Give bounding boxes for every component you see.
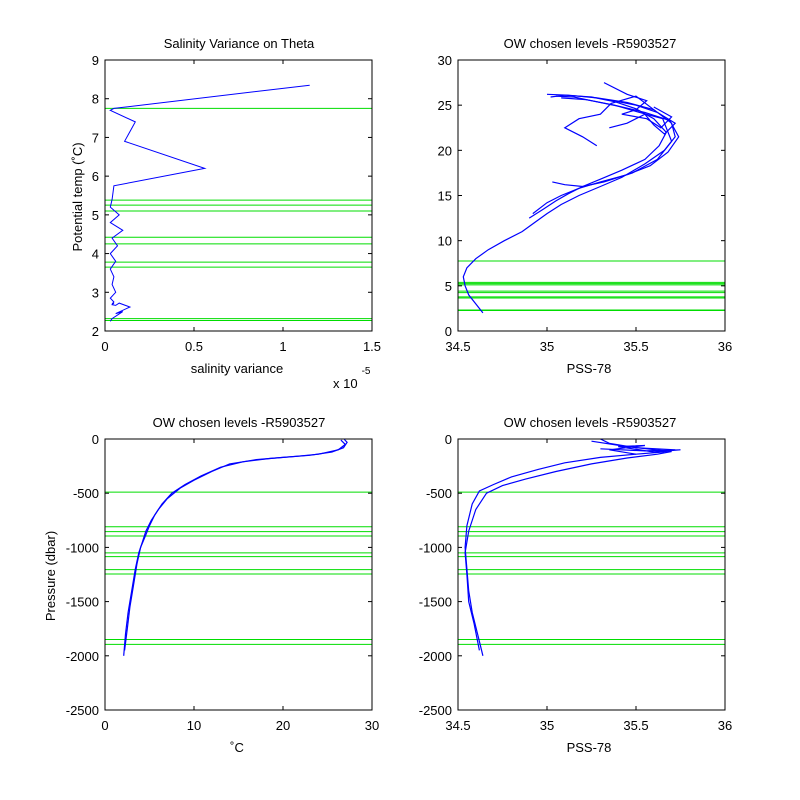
panel-title: OW chosen levels -R5903527 xyxy=(153,415,326,430)
panel-salinity-variance: Salinity Variance on Theta 0 0.5 1 1.5 2 3 4 5 6… xyxy=(70,36,381,391)
profile-series-line xyxy=(563,95,655,147)
x-tick-label: 1 xyxy=(279,339,286,354)
y-tick-label: 2 xyxy=(92,324,99,339)
x-tick-label: 35.5 xyxy=(623,718,648,733)
x-multiplier-exponent: -5 xyxy=(362,366,371,377)
y-tick-label: 20 xyxy=(438,143,452,158)
axes-box xyxy=(104,59,373,332)
y-tick-label: 15 xyxy=(438,189,452,204)
y-tick-label: 3 xyxy=(92,285,99,300)
plot-area: 0 10 20 30 -2500 -2000 -1500 -1000 -500 0 xyxy=(66,432,379,733)
y-tick-label: -2500 xyxy=(419,703,452,718)
x-tick-label: 0.5 xyxy=(185,339,203,354)
x-axis-label: ˚C xyxy=(230,740,244,755)
x-tick-label: 34.5 xyxy=(445,718,470,733)
y-tick-label: -500 xyxy=(73,486,99,501)
y-tick-label: 5 xyxy=(445,279,452,294)
y-tick-label: -1500 xyxy=(66,595,99,610)
profile-series-line xyxy=(603,82,673,129)
panel-pressure-salinity: OW chosen levels -R5903527 34.5 35 35.5 36 -… xyxy=(419,415,732,755)
x-tick-label: 1.5 xyxy=(363,339,381,354)
x-tick-label: 20 xyxy=(276,718,290,733)
x-tick-label: 36 xyxy=(718,718,732,733)
x-tick-label: 36 xyxy=(718,339,732,354)
x-tick-label: 35.5 xyxy=(623,339,648,354)
panel-title: OW chosen levels -R5903527 xyxy=(504,415,677,430)
y-axis-label: Potential temp (˚C) xyxy=(70,142,85,251)
y-tick-label: -1500 xyxy=(419,595,452,610)
x-axis-label: salinity variance xyxy=(191,361,284,376)
profile-series-line xyxy=(600,444,681,455)
y-tick-label: 4 xyxy=(92,247,99,262)
panel-title: Salinity Variance on Theta xyxy=(164,36,315,51)
y-tick-label: 6 xyxy=(92,169,99,184)
x-tick-label: 10 xyxy=(187,718,201,733)
y-tick-label: 9 xyxy=(92,53,99,68)
profile-series-line xyxy=(609,101,677,135)
x-tick-label: 0 xyxy=(101,718,108,733)
x-tick-label: 34.5 xyxy=(445,339,470,354)
y-tick-label: 8 xyxy=(92,92,99,107)
y-axis-label: Pressure (dbar) xyxy=(43,531,58,621)
panel-title: OW chosen levels -R5903527 xyxy=(504,36,677,51)
x-tick-label: 35 xyxy=(540,718,554,733)
x-axis-label: PSS-78 xyxy=(567,740,612,755)
y-tick-label: 30 xyxy=(438,53,452,68)
panel-pressure-temperature: OW chosen levels -R5903527 0 10 20 30 -2500 -… xyxy=(43,415,379,755)
axes-box xyxy=(457,438,726,711)
y-tick-label: 10 xyxy=(438,234,452,249)
plot-background xyxy=(105,60,372,331)
x-tick-label: 30 xyxy=(365,718,379,733)
y-tick-label: 5 xyxy=(92,208,99,223)
y-tick-label: -2500 xyxy=(66,703,99,718)
x-multiplier: x 10 -5 xyxy=(333,366,371,391)
y-tick-label: -2000 xyxy=(419,649,452,664)
plot-area: 34.5 35 35.5 36 0 5 10 15 20 25 30 xyxy=(438,53,733,354)
plot-area: 0 0.5 1 1.5 2 3 4 5 6 7 8 9 xyxy=(92,53,381,354)
plot-background xyxy=(105,439,372,710)
x-axis-label: PSS-78 xyxy=(567,361,612,376)
profile-series-line xyxy=(464,440,672,651)
axes-box xyxy=(104,438,373,711)
y-tick-label: 0 xyxy=(445,324,452,339)
x-tick-label: 35 xyxy=(540,339,554,354)
y-tick-label: -2000 xyxy=(66,649,99,664)
panel-theta-salinity: OW chosen levels -R5903527 34.5 35 35.5 36 0… xyxy=(438,36,733,376)
plot-background xyxy=(458,60,725,331)
y-tick-label: 7 xyxy=(92,130,99,145)
y-tick-label: -500 xyxy=(426,486,452,501)
y-tick-label: 25 xyxy=(438,98,452,113)
x-tick-label: 0 xyxy=(101,339,108,354)
plot-background xyxy=(458,439,725,710)
y-tick-label: -1000 xyxy=(419,540,452,555)
profile-series-line xyxy=(124,439,347,651)
profile-series-line xyxy=(109,84,310,322)
y-tick-label: 0 xyxy=(92,432,99,447)
y-tick-label: -1000 xyxy=(66,540,99,555)
plot-area: 34.5 35 35.5 36 -2500 -2000 -1500 -1000 -500 0 xyxy=(419,432,732,733)
profile-series-line xyxy=(528,94,668,219)
y-tick-label: 0 xyxy=(445,432,452,447)
x-multiplier-base: x 10 xyxy=(333,376,358,391)
